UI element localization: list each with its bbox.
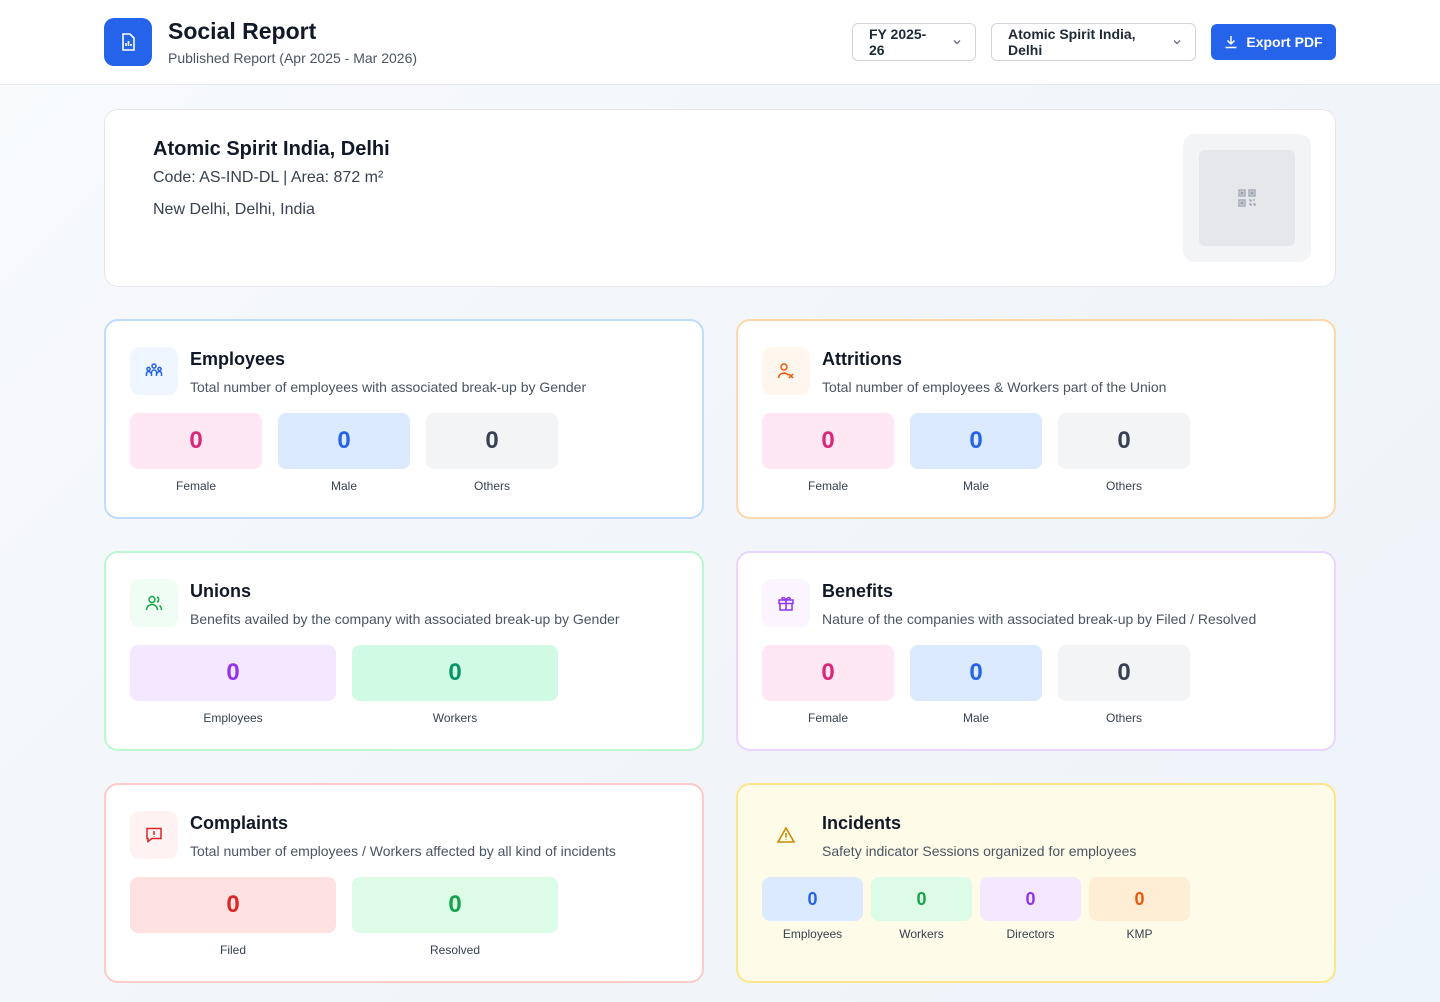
download-icon	[1225, 36, 1237, 49]
benefits-others-label: Others	[1105, 711, 1142, 725]
benefits-female-value: 0	[762, 645, 894, 701]
attritions-title: Attritions	[822, 349, 902, 369]
attritions-female-value: 0	[762, 413, 894, 469]
top-header: Social Report Published Report (Apr 2025…	[0, 0, 1440, 85]
employees-others-label: Others	[473, 479, 510, 493]
warning-triangle-icon	[776, 826, 796, 843]
employees-female-value: 0	[130, 413, 262, 469]
page-subtitle: Published Report (Apr 2025 - Mar 2026)	[168, 50, 418, 66]
page-title: Social Report	[168, 18, 317, 44]
complaints-card: Complaints Total number of employees / W…	[104, 783, 704, 983]
qr-code-panel	[1183, 134, 1311, 262]
benefits-male-value: 0	[910, 645, 1042, 701]
employees-title: Employees	[190, 349, 286, 369]
complaints-filed-label: Filed	[219, 943, 246, 957]
user-remove-icon	[777, 363, 794, 379]
complaints-icon-box	[130, 811, 178, 859]
complaints-resolved-value: 0	[352, 877, 558, 933]
incidents-directors-label: Directors	[1006, 927, 1055, 941]
employees-icon-box	[130, 347, 178, 395]
attritions-male-label: Male	[962, 479, 989, 493]
attritions-card: Attritions Total number of employees & W…	[736, 319, 1336, 519]
attritions-male-value: 0	[910, 413, 1042, 469]
employees-others-value: 0	[426, 413, 558, 469]
incidents-directors-value: 0	[980, 877, 1081, 921]
incidents-kmp-value: 0	[1089, 877, 1190, 921]
site-select-value: Atomic Spirit India, Delhi	[1008, 26, 1136, 58]
incidents-workers-label: Workers	[899, 927, 944, 941]
benefits-male-label: Male	[962, 711, 989, 725]
attritions-others-label: Others	[1105, 479, 1142, 493]
benefits-female-label: Female	[807, 711, 848, 725]
unions-description: Benefits availed by the company with ass…	[190, 611, 620, 627]
employees-male-value: 0	[278, 413, 410, 469]
benefits-description: Nature of the companies with associated …	[822, 611, 1257, 627]
benefits-card: Benefits Nature of the companies with as…	[736, 551, 1336, 751]
users-icon	[145, 595, 163, 611]
employees-card: Employees Total number of employees with…	[104, 319, 704, 519]
chevron-down-icon	[951, 36, 963, 48]
message-alert-icon	[146, 827, 162, 843]
incidents-employees-value: 0	[762, 877, 863, 921]
complaints-title: Complaints	[190, 813, 289, 833]
complaints-filed-value: 0	[130, 877, 336, 933]
qr-code-icon	[1238, 189, 1256, 207]
unions-workers-value: 0	[352, 645, 558, 701]
people-group-icon	[145, 363, 163, 376]
export-pdf-button[interactable]: Export PDF	[1211, 24, 1336, 60]
incidents-icon-box	[762, 811, 810, 859]
unions-icon-box	[130, 579, 178, 627]
gift-icon	[778, 596, 794, 611]
attritions-others-value: 0	[1058, 413, 1190, 469]
benefits-icon-box	[762, 579, 810, 627]
site-code-area: Code: AS-IND-DL | Area: 872 m²	[153, 169, 384, 186]
benefits-others-value: 0	[1058, 645, 1190, 701]
attritions-female-label: Female	[807, 479, 848, 493]
attritions-description: Total number of employees & Workers part…	[822, 379, 1167, 395]
qr-code-placeholder	[1199, 150, 1295, 246]
benefits-title: Benefits	[822, 581, 894, 601]
incidents-employees-label: Employees	[782, 927, 843, 941]
unions-title: Unions	[190, 581, 251, 601]
attritions-icon-box	[762, 347, 810, 395]
fiscal-year-select[interactable]: FY 2025-26	[852, 23, 976, 61]
unions-employees-label: Employees	[203, 711, 263, 725]
export-pdf-label: Export PDF	[1246, 34, 1323, 50]
complaints-description: Total number of employees / Workers affe…	[190, 843, 616, 859]
employees-female-label: Female	[175, 479, 216, 493]
unions-employees-value: 0	[130, 645, 336, 701]
incidents-kmp-label: KMP	[1126, 927, 1153, 941]
incidents-title: Incidents	[822, 813, 902, 833]
incidents-workers-value: 0	[871, 877, 972, 921]
incidents-description: Safety indicator Sessions organized for …	[822, 843, 1137, 859]
report-logo	[104, 18, 152, 66]
incidents-card: Incidents Safety indicator Sessions orga…	[736, 783, 1336, 983]
site-select[interactable]: Atomic Spirit India, Delhi	[991, 23, 1196, 61]
employees-description: Total number of employees with associate…	[190, 379, 587, 395]
employees-male-label: Male	[330, 479, 357, 493]
site-name: Atomic Spirit India, Delhi	[153, 138, 390, 160]
complaints-resolved-label: Resolved	[429, 943, 481, 957]
site-address: New Delhi, Delhi, India	[153, 201, 315, 218]
unions-card: Unions Benefits availed by the company w…	[104, 551, 704, 751]
fiscal-year-value: FY 2025-26	[869, 26, 927, 58]
report-chart-icon	[122, 33, 135, 51]
unions-workers-label: Workers	[432, 711, 478, 725]
chevron-down-icon	[1171, 36, 1183, 48]
site-info-card: Atomic Spirit India, Delhi Code: AS-IND-…	[104, 109, 1336, 287]
